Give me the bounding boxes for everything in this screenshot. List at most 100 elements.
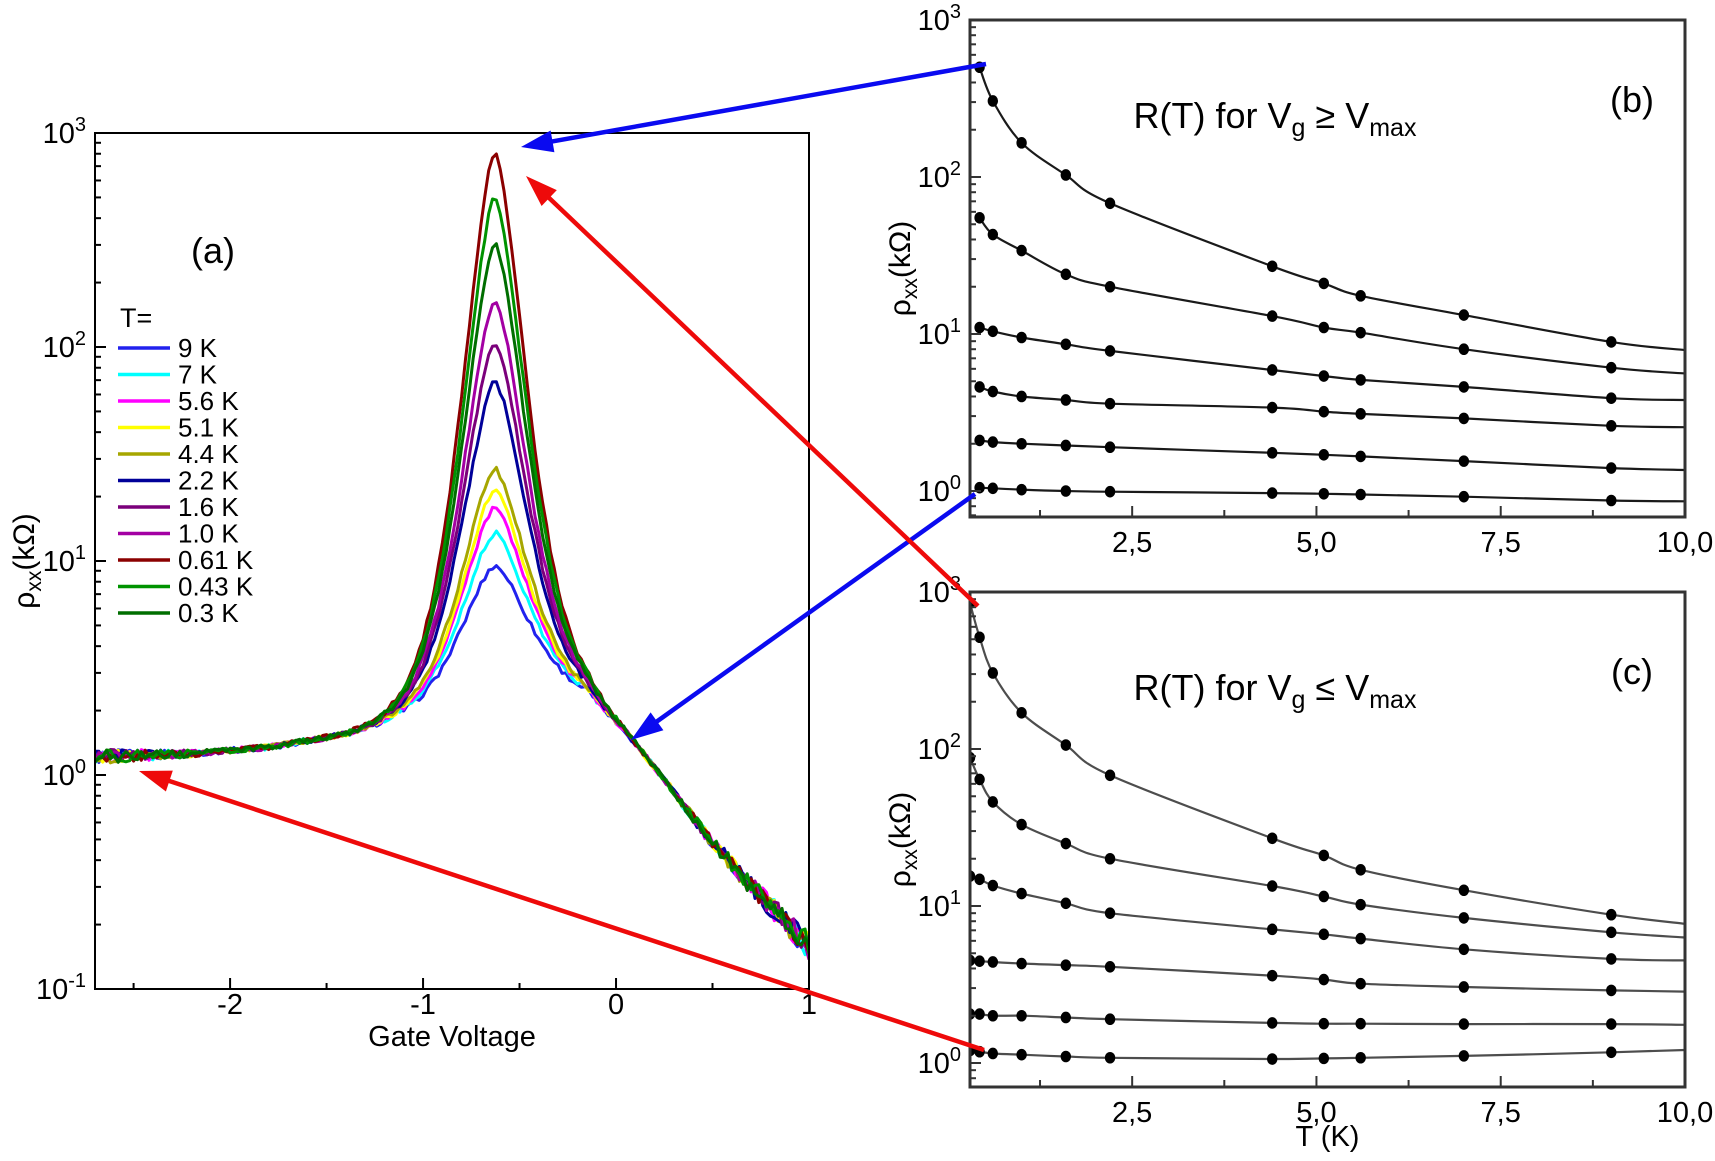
data-point: [1016, 1009, 1027, 1022]
data-point: [1355, 374, 1366, 386]
data-point: [1458, 309, 1470, 321]
data-point: [1016, 818, 1027, 831]
x-tick-label: 2,5: [1112, 1097, 1152, 1129]
legend-label: 7 K: [178, 360, 218, 390]
data-point: [1355, 977, 1366, 990]
panel-a-ticks: [95, 132, 810, 990]
data-point: [1267, 969, 1278, 982]
arrow-head: [631, 712, 664, 740]
data-point: [1355, 290, 1366, 302]
data-point: [1355, 1051, 1366, 1064]
data-point: [987, 228, 999, 241]
panel-a: -2 -1 0 1 103 102 101 100 10-1 Gate Voltage ρxx(kΩ…: [8, 114, 817, 1053]
x-tick-label: 2,5: [1112, 527, 1152, 559]
data-point: [1355, 1017, 1366, 1030]
data-point: [974, 321, 985, 334]
data-point: [1606, 462, 1617, 474]
y-tick-label: 103: [918, 1, 961, 37]
data-point: [1318, 487, 1330, 500]
x-tick-label: 5,0: [1296, 1097, 1336, 1129]
data-point: [1355, 864, 1366, 876]
data-point: [1458, 490, 1470, 503]
panel-c-title: R(T) for Vg ≤ Vmax: [1134, 667, 1417, 714]
data-point: [1458, 412, 1470, 425]
data-point: [1318, 1017, 1330, 1030]
arrow-c-peak-to-a-peak: [526, 176, 980, 608]
data-point: [1606, 908, 1617, 921]
data-point: [1458, 981, 1470, 993]
data-point: [1016, 137, 1027, 149]
data-point: [1318, 449, 1330, 461]
legend-label: 5.6 K: [178, 386, 239, 416]
data-point: [1318, 277, 1330, 290]
data-point: [1016, 483, 1027, 496]
data-point: [1016, 1048, 1027, 1061]
data-point: [1060, 739, 1072, 751]
x-tick-label: 10,0: [1657, 527, 1713, 559]
data-point: [1267, 364, 1278, 376]
data-point: [1267, 260, 1278, 273]
y-tick-label: 100: [918, 472, 961, 508]
y-axis-title: ρxx(kΩ): [884, 792, 922, 888]
x-axis-title: T (K): [1296, 1121, 1360, 1153]
data-point: [987, 436, 999, 448]
data-point: [1458, 343, 1470, 356]
y-tick-label: 100: [43, 756, 86, 792]
data-point: [1458, 1050, 1470, 1062]
panel-b-letter: (b): [1610, 79, 1654, 120]
y-axis-title: ρxx(kΩ): [884, 221, 922, 317]
x-tick-label: 5,0: [1296, 527, 1336, 559]
arrow-b-peak-to-a-peak: [521, 61, 987, 153]
y-tick-label: 100: [918, 1044, 961, 1080]
panel-a-curves: [95, 152, 809, 960]
data-point: [1318, 321, 1330, 334]
arrow-head: [526, 176, 557, 206]
data-point: [987, 956, 999, 968]
data-point: [1355, 932, 1366, 945]
data-point: [1060, 1050, 1072, 1063]
panel-b-title: R(T) for Vg ≥ Vmax: [1134, 95, 1417, 142]
data-point: [974, 434, 985, 447]
panel-c-curves: [970, 597, 1685, 1065]
data-point: [1060, 1011, 1072, 1024]
data-point: [1104, 397, 1116, 410]
data-point: [987, 796, 999, 808]
y-tick-label: 103: [43, 114, 86, 150]
data-point: [1355, 326, 1366, 339]
data-point: [1104, 1013, 1116, 1026]
legend-label: 9 K: [178, 333, 218, 363]
panel-a-letter: (a): [191, 230, 235, 271]
arrow-shaft: [644, 492, 977, 732]
data-point: [1267, 310, 1278, 322]
data-point: [974, 211, 985, 224]
data-point: [1104, 1051, 1116, 1064]
x-tick-label: -2: [217, 989, 243, 1021]
data-point: [1060, 897, 1072, 910]
panel-b-box: [968, 18, 1687, 519]
data-point: [974, 631, 985, 644]
data-point: [1060, 169, 1072, 181]
data-point: [1355, 898, 1366, 911]
data-point: [1318, 849, 1330, 862]
data-point: [1060, 268, 1072, 281]
y-tick-label: 102: [918, 730, 961, 766]
data-point: [1318, 928, 1330, 941]
data-point: [987, 385, 999, 398]
data-point: [987, 95, 999, 107]
data-point: [1016, 244, 1027, 257]
data-point: [1606, 926, 1617, 939]
panel-c: 2,55,07,510,0103102101100T (K)ρxx(kΩ)R(T…: [884, 573, 1713, 1153]
legend-title: T=: [120, 303, 152, 333]
data-point: [1606, 984, 1617, 997]
data-point: [1016, 437, 1027, 450]
x-tick-label: 0: [608, 989, 624, 1021]
data-point: [1267, 487, 1278, 499]
data-point: [1060, 837, 1072, 850]
legend-label: 0.61 K: [178, 545, 254, 575]
data-point: [1458, 1018, 1470, 1030]
legend-label: 0.3 K: [178, 598, 239, 628]
data-point: [1060, 338, 1072, 351]
y-axis-title: ρxx(kΩ): [8, 513, 46, 609]
y-tick-label: 101: [918, 887, 961, 923]
